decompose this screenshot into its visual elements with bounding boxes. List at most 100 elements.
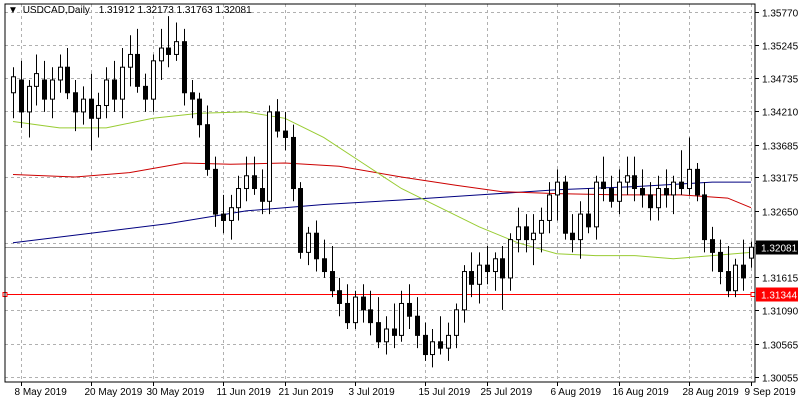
candle-body (229, 207, 234, 221)
candle-body (58, 66, 63, 81)
candle (322, 239, 327, 278)
candle-body (726, 271, 731, 292)
candle-body (547, 194, 552, 221)
candle (267, 105, 272, 215)
grid (5, 4, 755, 382)
candle-body (570, 232, 575, 241)
candle (570, 214, 575, 253)
ma-slow-line (12, 181, 751, 244)
candle (407, 284, 412, 330)
candle (151, 54, 156, 112)
candle-body (454, 309, 459, 336)
candle-body (42, 79, 47, 100)
candle (174, 22, 179, 61)
candle (671, 175, 676, 215)
candle-body (96, 105, 101, 119)
candle-body (190, 92, 195, 100)
candle-body (586, 213, 591, 228)
candle (594, 175, 599, 240)
candle-body (718, 251, 723, 273)
candle (236, 175, 241, 221)
x-tick-label: 28 Aug 2019 (683, 387, 740, 398)
y-tick-label: 1.34735 (762, 75, 799, 86)
candle (314, 220, 319, 272)
candle-body (430, 341, 435, 356)
candle (345, 284, 350, 330)
candle (462, 265, 467, 323)
candle-body (260, 188, 265, 202)
candle-body (337, 290, 342, 304)
candle-body (27, 85, 32, 113)
candle (73, 79, 78, 132)
candle-body (291, 136, 296, 190)
y-tick-label: 1.35770 (762, 9, 799, 20)
candle (229, 194, 234, 240)
x-tick-label: 25 Jul 2019 (481, 387, 533, 398)
candle-body (50, 79, 55, 100)
x-tick-label: 3 Jul 2019 (349, 387, 396, 398)
candle-body (493, 258, 498, 273)
candle (430, 329, 435, 368)
candle (632, 156, 637, 202)
current-price-tag-background (756, 240, 798, 255)
candle (555, 169, 560, 221)
candle-body (384, 328, 389, 343)
y-tick-label: 1.31090 (762, 307, 799, 318)
candle (112, 60, 117, 112)
candle-body (392, 328, 397, 336)
candle (477, 252, 482, 304)
candle (368, 290, 373, 336)
candle-body (462, 271, 467, 311)
candle (244, 156, 249, 202)
candle (50, 67, 55, 119)
candle-body (500, 258, 505, 279)
x-tick-label: 20 May 2019 (85, 387, 143, 398)
candle (741, 239, 746, 291)
candle (446, 322, 451, 361)
candle-body (508, 239, 513, 279)
candle-body (594, 181, 599, 228)
candle-body (749, 246, 754, 259)
candle (679, 150, 684, 195)
candle-body (625, 175, 630, 183)
candle (182, 28, 187, 106)
candle (337, 277, 342, 317)
x-tick-label: 16 Aug 2019 (613, 387, 670, 398)
candle-body (221, 213, 226, 221)
candle (524, 214, 529, 253)
candle-body (671, 181, 676, 196)
candle (516, 207, 521, 253)
level-price-tag: 1.31344 (756, 287, 798, 302)
candle-body (555, 181, 560, 196)
candle-body (578, 213, 583, 241)
candle-body (539, 219, 544, 234)
candle (89, 73, 94, 151)
candle (11, 67, 16, 119)
level-price-tag-background (756, 287, 798, 302)
candle (120, 48, 125, 119)
y-tick-label: 1.33685 (762, 142, 799, 153)
candle-body (11, 76, 16, 94)
candle (197, 92, 202, 138)
candle-body (81, 98, 86, 113)
candle-body (267, 111, 272, 202)
candle-body (322, 258, 327, 273)
candle (508, 233, 513, 291)
price-level (2, 247, 756, 297)
candle-body (213, 168, 218, 215)
candle-body (609, 188, 614, 202)
candle (733, 258, 738, 298)
candle (283, 111, 288, 151)
candle-body (73, 92, 78, 113)
candle (298, 182, 303, 259)
axis-labels: 1.35770 1.35245 1.34735 1.34210 1.33685 1.331… (15, 9, 799, 399)
candle (687, 137, 692, 195)
ohlc-values: 1.31912 1.32173 1.31763 1.32081 (99, 5, 252, 16)
candle (531, 214, 536, 266)
candle-body (656, 188, 661, 209)
ma-fast-line (12, 111, 752, 260)
candle-body (617, 181, 622, 202)
candle (166, 16, 171, 68)
